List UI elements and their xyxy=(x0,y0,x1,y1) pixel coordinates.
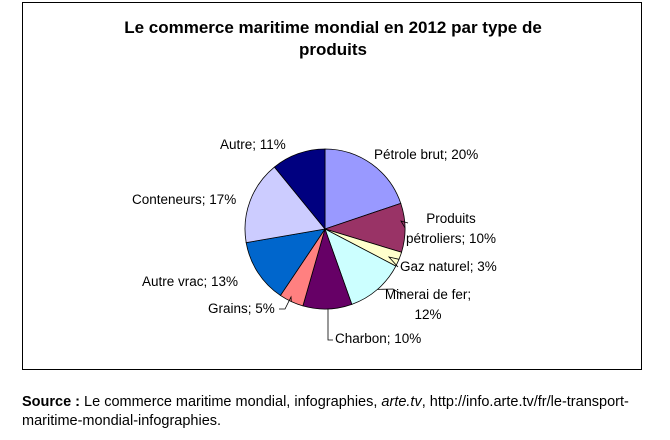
leader-line-minerai-de-fer xyxy=(377,288,404,296)
slice-labels: Pétrole brut; 20% Produits pétroliers; 10%… xyxy=(132,137,497,346)
pie-slice-autre-vrac xyxy=(245,228,326,296)
pie-slice-autre xyxy=(273,148,326,231)
source-note: Source : Le commerce maritime mondial, i… xyxy=(22,393,662,431)
pie-chart: Pétrole brut; 20% Produits pétroliers; 10%… xyxy=(132,137,497,346)
leader-line-gaz-naturel xyxy=(387,256,400,268)
slice-label-gaz-naturel: Gaz naturel; 3% xyxy=(400,259,497,274)
slice-label-grains: Grains; 5% xyxy=(208,301,275,316)
slice-label-autre-vrac: Autre vrac; 13% xyxy=(142,274,238,289)
leader-line-charbon xyxy=(327,308,333,341)
pie-slice-minerai-de-fer xyxy=(324,228,397,305)
slice-label-produits-petroliers: Produits pétroliers; 10% xyxy=(406,211,496,246)
pie-slice-conteneurs xyxy=(244,166,326,244)
chart-title-line-2: produits xyxy=(299,40,367,59)
slice-label-autre: Autre; 11% xyxy=(220,137,286,152)
chart-frame: Le commerce maritime mondial en 2012 par… xyxy=(22,2,642,370)
leader-line-grains xyxy=(279,295,292,310)
leader-lines xyxy=(279,220,409,341)
source-text-2: , http://info.arte.tv/fr/le-transport-ma… xyxy=(22,394,629,429)
source-text-1: Le commerce maritime mondial, infographi… xyxy=(80,394,382,410)
leader-line-produits-petroliers xyxy=(400,220,409,229)
slice-label-minerai-de-fer: Minerai de fer; 12% xyxy=(385,287,471,322)
slice-label-charbon: Charbon; 10% xyxy=(335,331,421,346)
chart-title-line-1: Le commerce maritime mondial en 2012 par… xyxy=(124,18,542,37)
chart-title: Le commerce maritime mondial en 2012 par… xyxy=(23,17,643,61)
pie-slices xyxy=(244,148,406,310)
source-site: arte.tv xyxy=(381,394,422,410)
pie-slice-petrole-brut xyxy=(324,148,402,230)
source-label: Source : xyxy=(22,394,81,410)
slice-label-conteneurs: Conteneurs; 17% xyxy=(132,192,236,207)
slice-label-petrole-brut: Pétrole brut; 20% xyxy=(374,147,478,162)
